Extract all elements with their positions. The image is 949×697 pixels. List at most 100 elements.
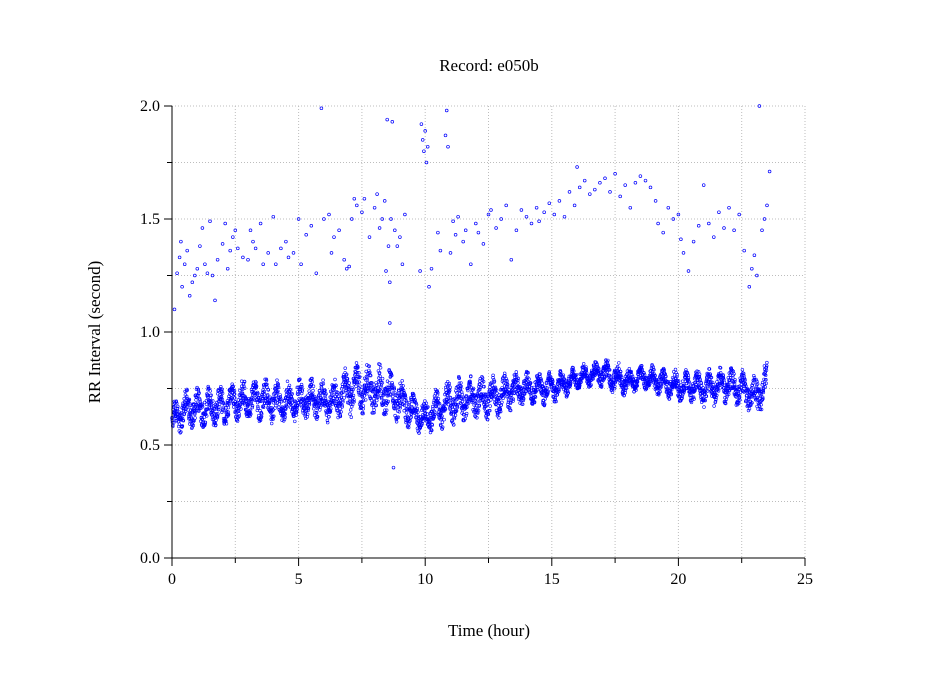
rr-point xyxy=(752,376,757,380)
rr-point xyxy=(197,391,201,395)
rr-point xyxy=(555,392,560,397)
rr-point xyxy=(656,379,660,383)
rr-point xyxy=(718,366,723,370)
rr-point xyxy=(320,386,324,390)
rr-point xyxy=(542,402,547,406)
rr-point xyxy=(174,399,179,403)
rr-outlier-point xyxy=(424,160,429,165)
rr-point xyxy=(310,376,314,381)
rr-point xyxy=(241,398,245,402)
rr-point xyxy=(254,384,259,388)
rr-point xyxy=(338,406,342,411)
rr-point xyxy=(305,399,309,403)
rr-point xyxy=(481,379,486,384)
rr-point xyxy=(231,385,235,389)
rr-point xyxy=(211,411,215,415)
rr-outlier-point xyxy=(562,214,567,219)
rr-point xyxy=(482,384,486,389)
rr-outlier-point xyxy=(246,257,250,262)
rr-point xyxy=(494,388,499,392)
rr-point xyxy=(329,407,333,411)
rr-point xyxy=(464,413,468,418)
rr-point xyxy=(358,384,362,388)
rr-outlier-point xyxy=(213,298,217,303)
rr-point xyxy=(693,388,697,393)
rr-point xyxy=(503,374,507,378)
rr-point xyxy=(385,408,389,412)
rr-point xyxy=(211,399,215,403)
rr-point xyxy=(412,396,416,400)
x-tick-label: 15 xyxy=(544,571,560,588)
rr-point xyxy=(254,380,258,385)
y-axis-label: RR Interval (second) xyxy=(85,261,104,404)
rr-outlier-point xyxy=(398,235,402,239)
rr-point xyxy=(466,388,470,393)
rr-point xyxy=(426,405,430,409)
rr-point xyxy=(362,390,366,395)
rr-point xyxy=(460,400,465,404)
rr-point xyxy=(335,390,340,395)
rr-point xyxy=(290,401,294,405)
rr-point xyxy=(598,377,602,382)
rr-outlier-point xyxy=(444,108,449,113)
rr-point xyxy=(707,367,712,371)
rr-point xyxy=(303,398,307,402)
rr-point xyxy=(361,411,365,416)
rr-point xyxy=(527,377,531,381)
rr-outlier-point xyxy=(314,271,319,275)
rr-outlier-point xyxy=(696,224,701,228)
rr-outlier-point xyxy=(661,230,665,235)
rr-point xyxy=(504,377,509,381)
rr-outlier-point xyxy=(707,221,711,226)
rr-point xyxy=(404,396,408,400)
rr-point xyxy=(765,360,769,365)
rr-point xyxy=(404,399,409,403)
rr-point xyxy=(548,375,553,379)
rr-outlier-point xyxy=(388,280,392,285)
rr-point xyxy=(574,373,579,377)
rr-point xyxy=(387,390,392,394)
rr-point xyxy=(483,399,487,404)
rr-point xyxy=(564,379,568,384)
rr-point xyxy=(320,394,325,398)
rr-outlier-point xyxy=(228,248,232,253)
rr-outlier-point xyxy=(332,235,336,239)
rr-point xyxy=(257,399,261,403)
rr-outlier-point xyxy=(236,246,240,251)
rr-point xyxy=(532,385,536,390)
rr-point xyxy=(762,382,767,386)
rr-point xyxy=(433,410,437,414)
rr-point xyxy=(350,387,354,392)
rr-point xyxy=(760,395,765,399)
rr-outlier-point xyxy=(198,244,202,248)
rr-point xyxy=(409,395,413,400)
rr-point xyxy=(610,390,615,394)
rr-outlier-point xyxy=(767,169,772,174)
rr-outlier-point xyxy=(400,262,405,266)
rr-point xyxy=(187,397,192,402)
rr-point xyxy=(378,374,382,379)
rr-point xyxy=(301,402,306,406)
rr-point xyxy=(573,373,578,378)
rr-point xyxy=(473,414,477,418)
rr-point xyxy=(311,384,316,388)
rr-point xyxy=(432,412,437,417)
rr-point xyxy=(579,380,583,384)
rr-point xyxy=(749,395,753,399)
rr-outlier-point xyxy=(623,183,627,187)
rr-point xyxy=(179,411,184,415)
rr-point xyxy=(394,420,399,424)
rr-point xyxy=(334,383,338,388)
rr-outlier-point xyxy=(344,266,349,271)
rr-point xyxy=(380,381,385,385)
rr-point xyxy=(425,405,430,410)
rr-point xyxy=(364,369,368,374)
rr-point xyxy=(680,396,684,400)
rr-point xyxy=(514,370,518,374)
rr-point xyxy=(703,398,707,403)
rr-point xyxy=(722,380,727,385)
rr-point xyxy=(362,394,366,398)
rr-point xyxy=(322,388,327,392)
rr-point xyxy=(444,385,448,390)
tick-marks xyxy=(164,105,806,566)
